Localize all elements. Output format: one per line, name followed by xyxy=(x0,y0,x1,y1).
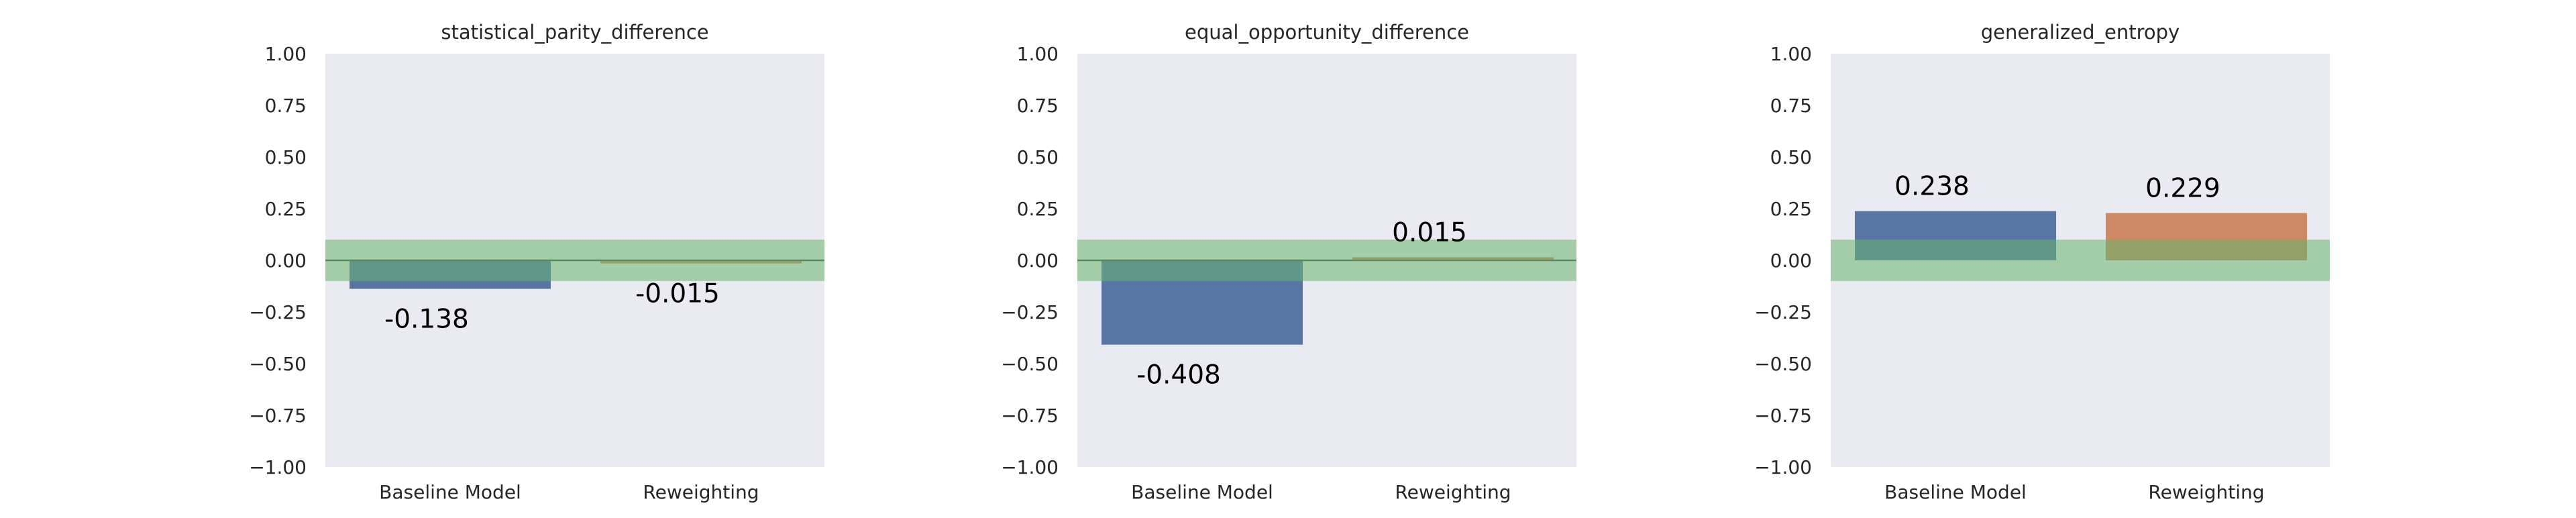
x-tick-label: Reweighting xyxy=(2148,481,2264,503)
y-tick-label: 0.50 xyxy=(1770,146,1812,168)
y-tick-label: −0.25 xyxy=(1754,301,1812,323)
y-tick-label: −0.50 xyxy=(1001,353,1059,375)
y-tick-label: −0.50 xyxy=(1754,353,1812,375)
x-tick-label: Reweighting xyxy=(1395,481,1511,503)
fair-band-3 xyxy=(1831,240,2330,281)
chart-title-1: statistical_parity_difference xyxy=(441,21,708,44)
y-tick-label: 0.50 xyxy=(1017,146,1059,168)
y-tick-label: 0.75 xyxy=(1770,95,1812,117)
value-label: -0.408 xyxy=(1136,360,1221,391)
y-tick-label: −0.75 xyxy=(1754,405,1812,427)
value-label: 0.229 xyxy=(2145,173,2220,203)
y-tick-label: −0.75 xyxy=(1001,405,1059,427)
x-tick-label: Baseline Model xyxy=(1131,481,1273,503)
value-label: -0.015 xyxy=(635,279,720,309)
y-tick-label: 1.00 xyxy=(1770,43,1812,65)
y-tick-label: −0.75 xyxy=(249,405,307,427)
y-tick-label: 0.50 xyxy=(265,146,307,168)
y-tick-label: 1.00 xyxy=(265,43,307,65)
y-tick-label: 0.25 xyxy=(265,198,307,220)
y-tick-label: −1.00 xyxy=(1754,456,1812,478)
y-tick-label: 0.75 xyxy=(265,95,307,117)
y-tick-label: 0.00 xyxy=(265,250,307,272)
chart-title-2: equal_opportunity_difference xyxy=(1185,21,1469,44)
y-tick-label: −1.00 xyxy=(249,456,307,478)
x-tick-label: Baseline Model xyxy=(1884,481,2027,503)
chart-title-3: generalized_entropy xyxy=(1981,21,2180,44)
y-tick-label: 0.75 xyxy=(1017,95,1059,117)
y-tick-label: 0.25 xyxy=(1017,198,1059,220)
value-label: 0.238 xyxy=(1894,172,1970,202)
y-tick-label: 0.25 xyxy=(1770,198,1812,220)
value-label: -0.138 xyxy=(384,305,469,335)
y-tick-label: 0.00 xyxy=(1770,250,1812,272)
y-tick-label: −0.50 xyxy=(249,353,307,375)
y-tick-label: −1.00 xyxy=(1001,456,1059,478)
y-tick-label: −0.25 xyxy=(249,301,307,323)
value-label: 0.015 xyxy=(1392,217,1467,248)
x-tick-label: Baseline Model xyxy=(379,481,521,503)
y-tick-label: 1.00 xyxy=(1017,43,1059,65)
x-tick-label: Reweighting xyxy=(643,481,759,503)
y-tick-label: 0.00 xyxy=(1017,250,1059,272)
y-tick-label: −0.25 xyxy=(1001,301,1059,323)
